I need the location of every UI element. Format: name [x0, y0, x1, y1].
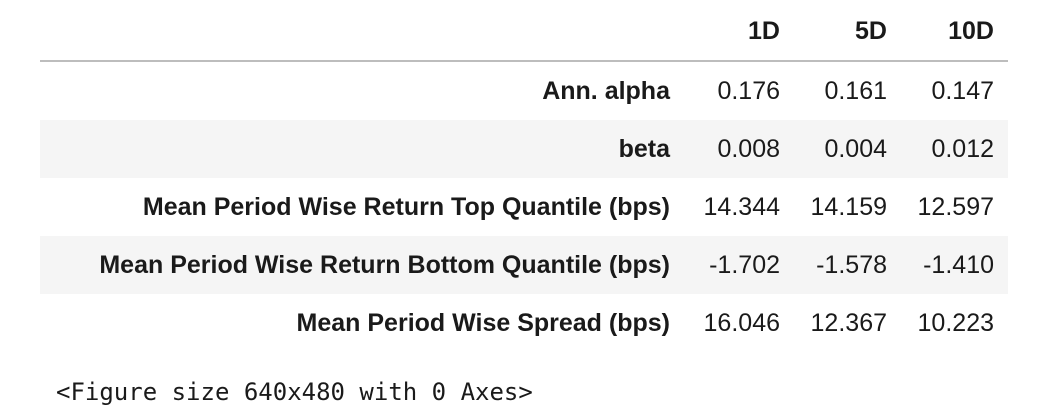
table-cell: 0.161 — [824, 76, 887, 105]
table-cell: -1.578 — [816, 250, 887, 279]
table-cell: 12.367 — [810, 308, 887, 337]
table-cell: -1.702 — [709, 250, 780, 279]
row-label: Mean Period Wise Return Top Quantile (bp… — [142, 192, 670, 221]
table-cell: 0.004 — [824, 134, 887, 163]
table-cell: 10.223 — [917, 308, 994, 337]
table-cell: 14.159 — [810, 192, 887, 221]
table-row: beta 0.008 0.004 0.012 — [40, 120, 1008, 178]
table-cell: 14.344 — [703, 192, 780, 221]
table-row: Ann. alpha 0.176 0.161 0.147 — [40, 61, 1008, 120]
column-header-1d: 1D — [684, 3, 794, 62]
row-label: Mean Period Wise Spread (bps) — [296, 308, 670, 337]
table-cell: 0.147 — [931, 76, 994, 105]
row-label: beta — [618, 134, 670, 163]
table-cell: -1.410 — [923, 250, 994, 279]
row-label: Ann. alpha — [542, 76, 670, 105]
column-header-10d: 10D — [901, 3, 1008, 62]
dataframe-table: 1D 5D 10D Ann. alpha 0.176 0.161 0.147 b… — [40, 3, 1008, 352]
table-row: Mean Period Wise Return Top Quantile (bp… — [40, 178, 1008, 236]
index-header — [40, 3, 684, 62]
figure-output-text: <Figure size 640x480 with 0 Axes> — [56, 378, 533, 406]
table-cell: 0.176 — [717, 76, 780, 105]
table-cell: 0.008 — [717, 134, 780, 163]
table-cell: 12.597 — [917, 192, 994, 221]
column-header-5d: 5D — [794, 3, 901, 62]
table-cell: 0.012 — [931, 134, 994, 163]
table-row: Mean Period Wise Spread (bps) 16.046 12.… — [40, 294, 1008, 352]
table-cell: 16.046 — [703, 308, 780, 337]
table-header-row: 1D 5D 10D — [40, 3, 1008, 62]
row-label: Mean Period Wise Return Bottom Quantile … — [99, 250, 670, 279]
table-row: Mean Period Wise Return Bottom Quantile … — [40, 236, 1008, 294]
